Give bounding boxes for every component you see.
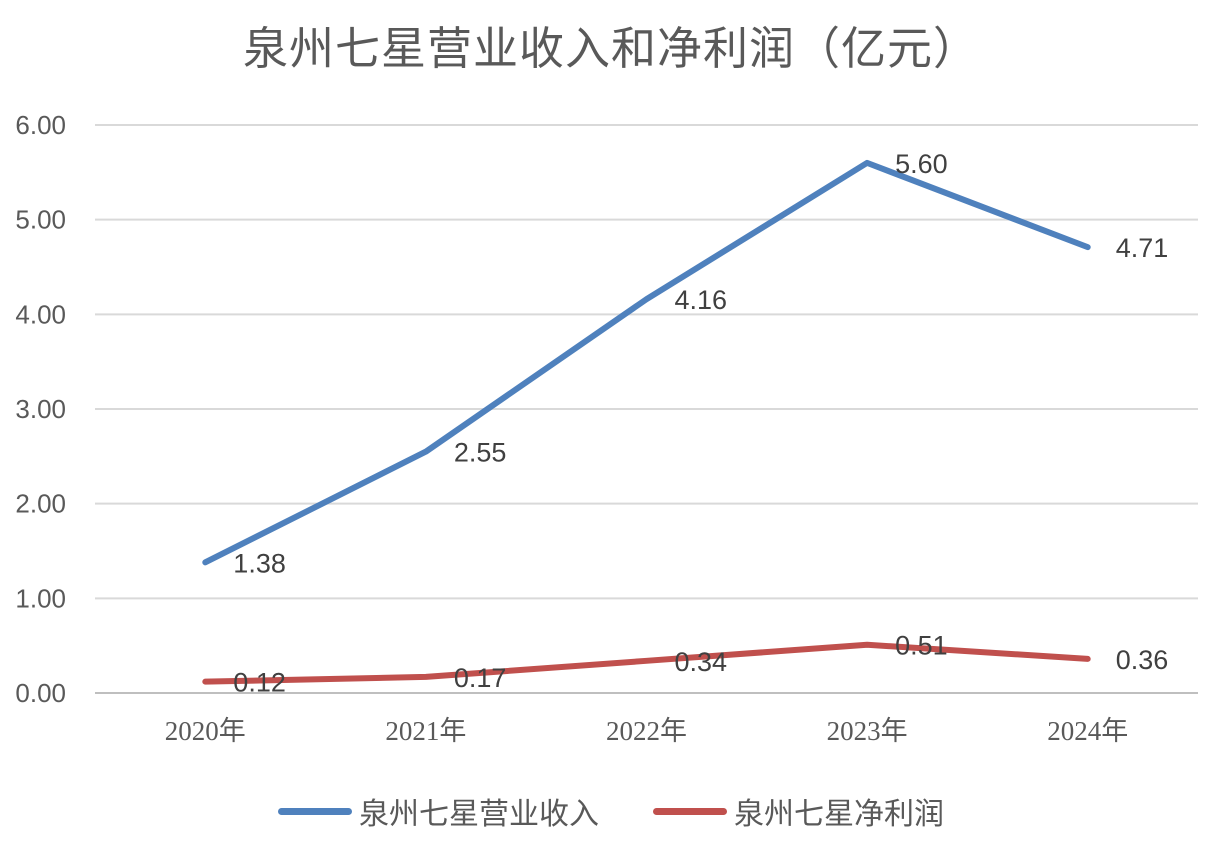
x-axis-category-label: 2024年: [1047, 716, 1128, 746]
legend-label-revenue: 泉州七星营业收入: [359, 798, 599, 831]
net-profit-line-swatch: [653, 807, 727, 815]
revenue-line-swatch: [278, 807, 352, 815]
y-axis-tick-label: 3.00: [15, 394, 66, 424]
y-axis-tick-label: 1.00: [15, 583, 66, 613]
x-axis-category-label: 2020年: [165, 716, 246, 746]
data-label: 0.12: [233, 668, 286, 698]
data-label: 1.38: [233, 548, 286, 578]
series-line-0: [202, 159, 1091, 566]
data-label: 0.51: [895, 631, 948, 661]
data-label: 0.34: [675, 647, 728, 677]
y-axis-tick-label: 0.00: [15, 678, 66, 708]
y-axis-tick-label: 5.00: [15, 205, 66, 235]
data-label: 2.55: [454, 438, 507, 468]
chart-title: 泉州七星营业收入和净利润（亿元）: [242, 24, 979, 74]
y-axis-tick-label: 2.00: [15, 489, 66, 519]
series-line-1: [202, 641, 1091, 685]
x-axis-category-label: 2023年: [827, 716, 908, 746]
x-axis-category-label: 2022年: [606, 716, 687, 746]
data-label: 4.16: [675, 285, 728, 315]
data-label: 0.17: [454, 663, 507, 693]
y-axis-tick-label: 4.00: [15, 299, 66, 329]
legend: 泉州七星营业收入 泉州七星净利润: [0, 789, 1222, 833]
x-axis-category-label: 2021年: [385, 716, 466, 746]
legend-item-net-profit: 泉州七星净利润: [653, 789, 944, 833]
data-label: 5.60: [895, 149, 948, 179]
y-axis-tick-label: 6.00: [15, 110, 66, 140]
legend-label-net-profit: 泉州七星净利润: [734, 798, 944, 831]
data-label: 0.36: [1116, 645, 1169, 675]
data-label: 4.71: [1116, 233, 1169, 263]
legend-item-revenue: 泉州七星营业收入: [278, 789, 599, 833]
